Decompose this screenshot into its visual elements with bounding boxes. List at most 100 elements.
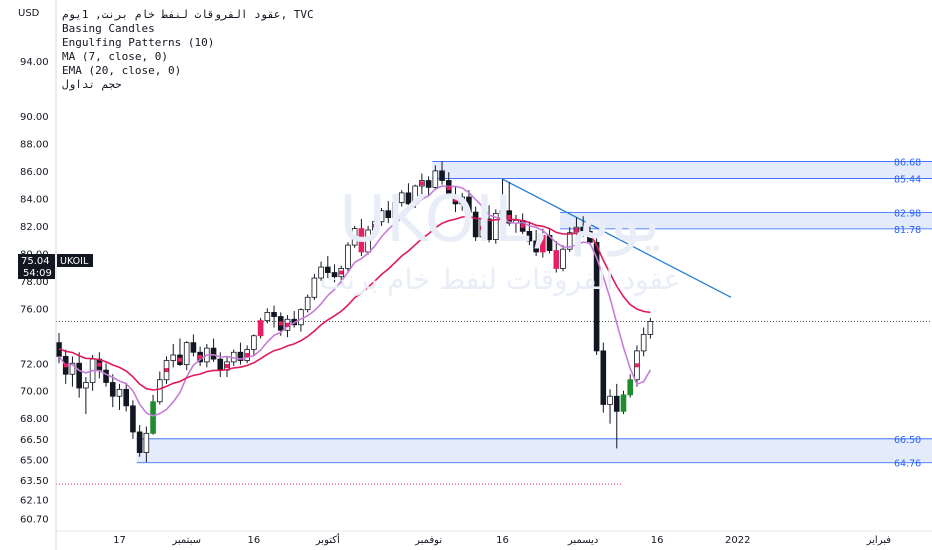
candle-body (499, 210, 506, 214)
legend-volume[interactable]: حجم تداول (62, 78, 122, 91)
candle-4 (83, 376, 89, 415)
candle-body (156, 379, 163, 403)
y-tick-label: 84.00 (20, 194, 49, 205)
candle-body (640, 333, 647, 352)
engulf-marker (574, 227, 579, 232)
candle-27 (237, 342, 244, 365)
candle-15 (156, 371, 163, 405)
x-tick-label: نوفمبر (414, 535, 442, 546)
x-axis: 17 سبتمبر 16 أكتوبر نوفمبر 16 ديسمبر 16 2022 فبرا… (56, 530, 932, 546)
candle-body (358, 228, 365, 253)
candle-81 (600, 342, 607, 413)
candle-body (69, 362, 76, 375)
engulf-marker (164, 368, 169, 373)
candle-body (526, 230, 533, 242)
candle-body (540, 235, 546, 253)
candle-body (324, 266, 331, 273)
candle-body (271, 312, 277, 317)
candle-body (318, 266, 324, 279)
candle-72 (540, 228, 546, 258)
y-tick-label: 94.00 (20, 57, 49, 68)
engulf-marker (446, 186, 451, 191)
candle-71 (533, 229, 539, 257)
y-tick-label: 63.50 (20, 476, 49, 487)
x-tick-label: فبراير (866, 535, 892, 546)
candle-body (109, 382, 116, 397)
candle-73 (546, 228, 553, 254)
candle-85 (627, 374, 633, 398)
engulf-marker (245, 353, 250, 358)
legend-ma[interactable]: MA (7, close, 0) (62, 50, 168, 63)
candle-10 (123, 382, 130, 412)
zones-layer (136, 161, 932, 464)
candle-body (385, 210, 392, 219)
legend-title[interactable]: عقود الفروقات لنفط خام برنت, 1يوم, TVC (62, 8, 314, 21)
candle-38 (311, 273, 318, 301)
engulf-marker (63, 363, 68, 368)
zone-price-label: 86.68 (894, 158, 921, 169)
candle-body (190, 342, 197, 353)
engulf-marker (198, 355, 203, 360)
candle-8 (109, 374, 116, 408)
candle-52 (405, 183, 412, 210)
candle-body (560, 248, 566, 269)
candle-body (425, 180, 432, 188)
candle-body (150, 401, 156, 434)
candle-body (566, 232, 573, 250)
candle-44 (351, 225, 358, 248)
y-axis-currency: USD (18, 8, 40, 19)
candle-body (486, 218, 492, 240)
candle-body (251, 335, 257, 350)
candle-body (76, 362, 82, 389)
engulf-marker (97, 362, 102, 367)
candle-64 (486, 205, 492, 243)
candle-30 (257, 317, 264, 339)
candle-body (257, 320, 264, 337)
candle-57 (439, 161, 445, 185)
trendline[interactable] (502, 178, 732, 298)
candle-body (136, 431, 143, 453)
candle-23 (210, 338, 217, 362)
zone-price-label: 66.50 (894, 435, 921, 446)
zone-price-label: 82.98 (894, 208, 921, 219)
candle-51 (398, 190, 405, 207)
candle-84 (620, 390, 627, 415)
candle-39 (318, 261, 324, 281)
x-tick-label: سبتمبر (171, 535, 201, 546)
candle-body (553, 250, 560, 269)
candle-body (311, 277, 318, 298)
candle-body (217, 358, 224, 371)
ma-7-line (58, 185, 652, 417)
y-tick-label: 78.00 (20, 277, 49, 288)
candle-83 (613, 383, 620, 449)
candle-body (439, 170, 445, 181)
engulf-marker (372, 223, 377, 228)
x-tick-label: 17 (113, 535, 126, 546)
candle-body (331, 272, 338, 278)
candle-body (492, 213, 499, 240)
candle-body (600, 350, 607, 405)
engulf-marker (520, 223, 525, 228)
engulf-marker (507, 214, 512, 219)
candle-body (264, 312, 271, 322)
candle-49 (385, 201, 392, 224)
candle-41 (331, 264, 338, 283)
legend-ema[interactable]: EMA (20, close, 0) (62, 64, 182, 77)
legend-engulfing[interactable]: Engulfing Patterns (10) (62, 36, 215, 49)
last-price-symbol: UKOIL (60, 256, 89, 267)
engulf-marker (177, 357, 182, 362)
x-tick-label: أكتوبر (315, 533, 340, 546)
candle-48 (378, 207, 385, 226)
candle-body (130, 405, 136, 433)
candle-body (304, 296, 311, 311)
y-tick-label: 88.00 (20, 139, 49, 150)
candle-body (116, 388, 123, 397)
candle-11 (130, 400, 136, 439)
candle-5 (89, 355, 96, 391)
candle-body (351, 228, 358, 246)
engulf-marker (453, 197, 458, 202)
candle-20 (190, 334, 197, 357)
y-tick-label: 76.00 (20, 304, 49, 315)
legend-basing-candles[interactable]: Basing Candles (62, 22, 155, 35)
